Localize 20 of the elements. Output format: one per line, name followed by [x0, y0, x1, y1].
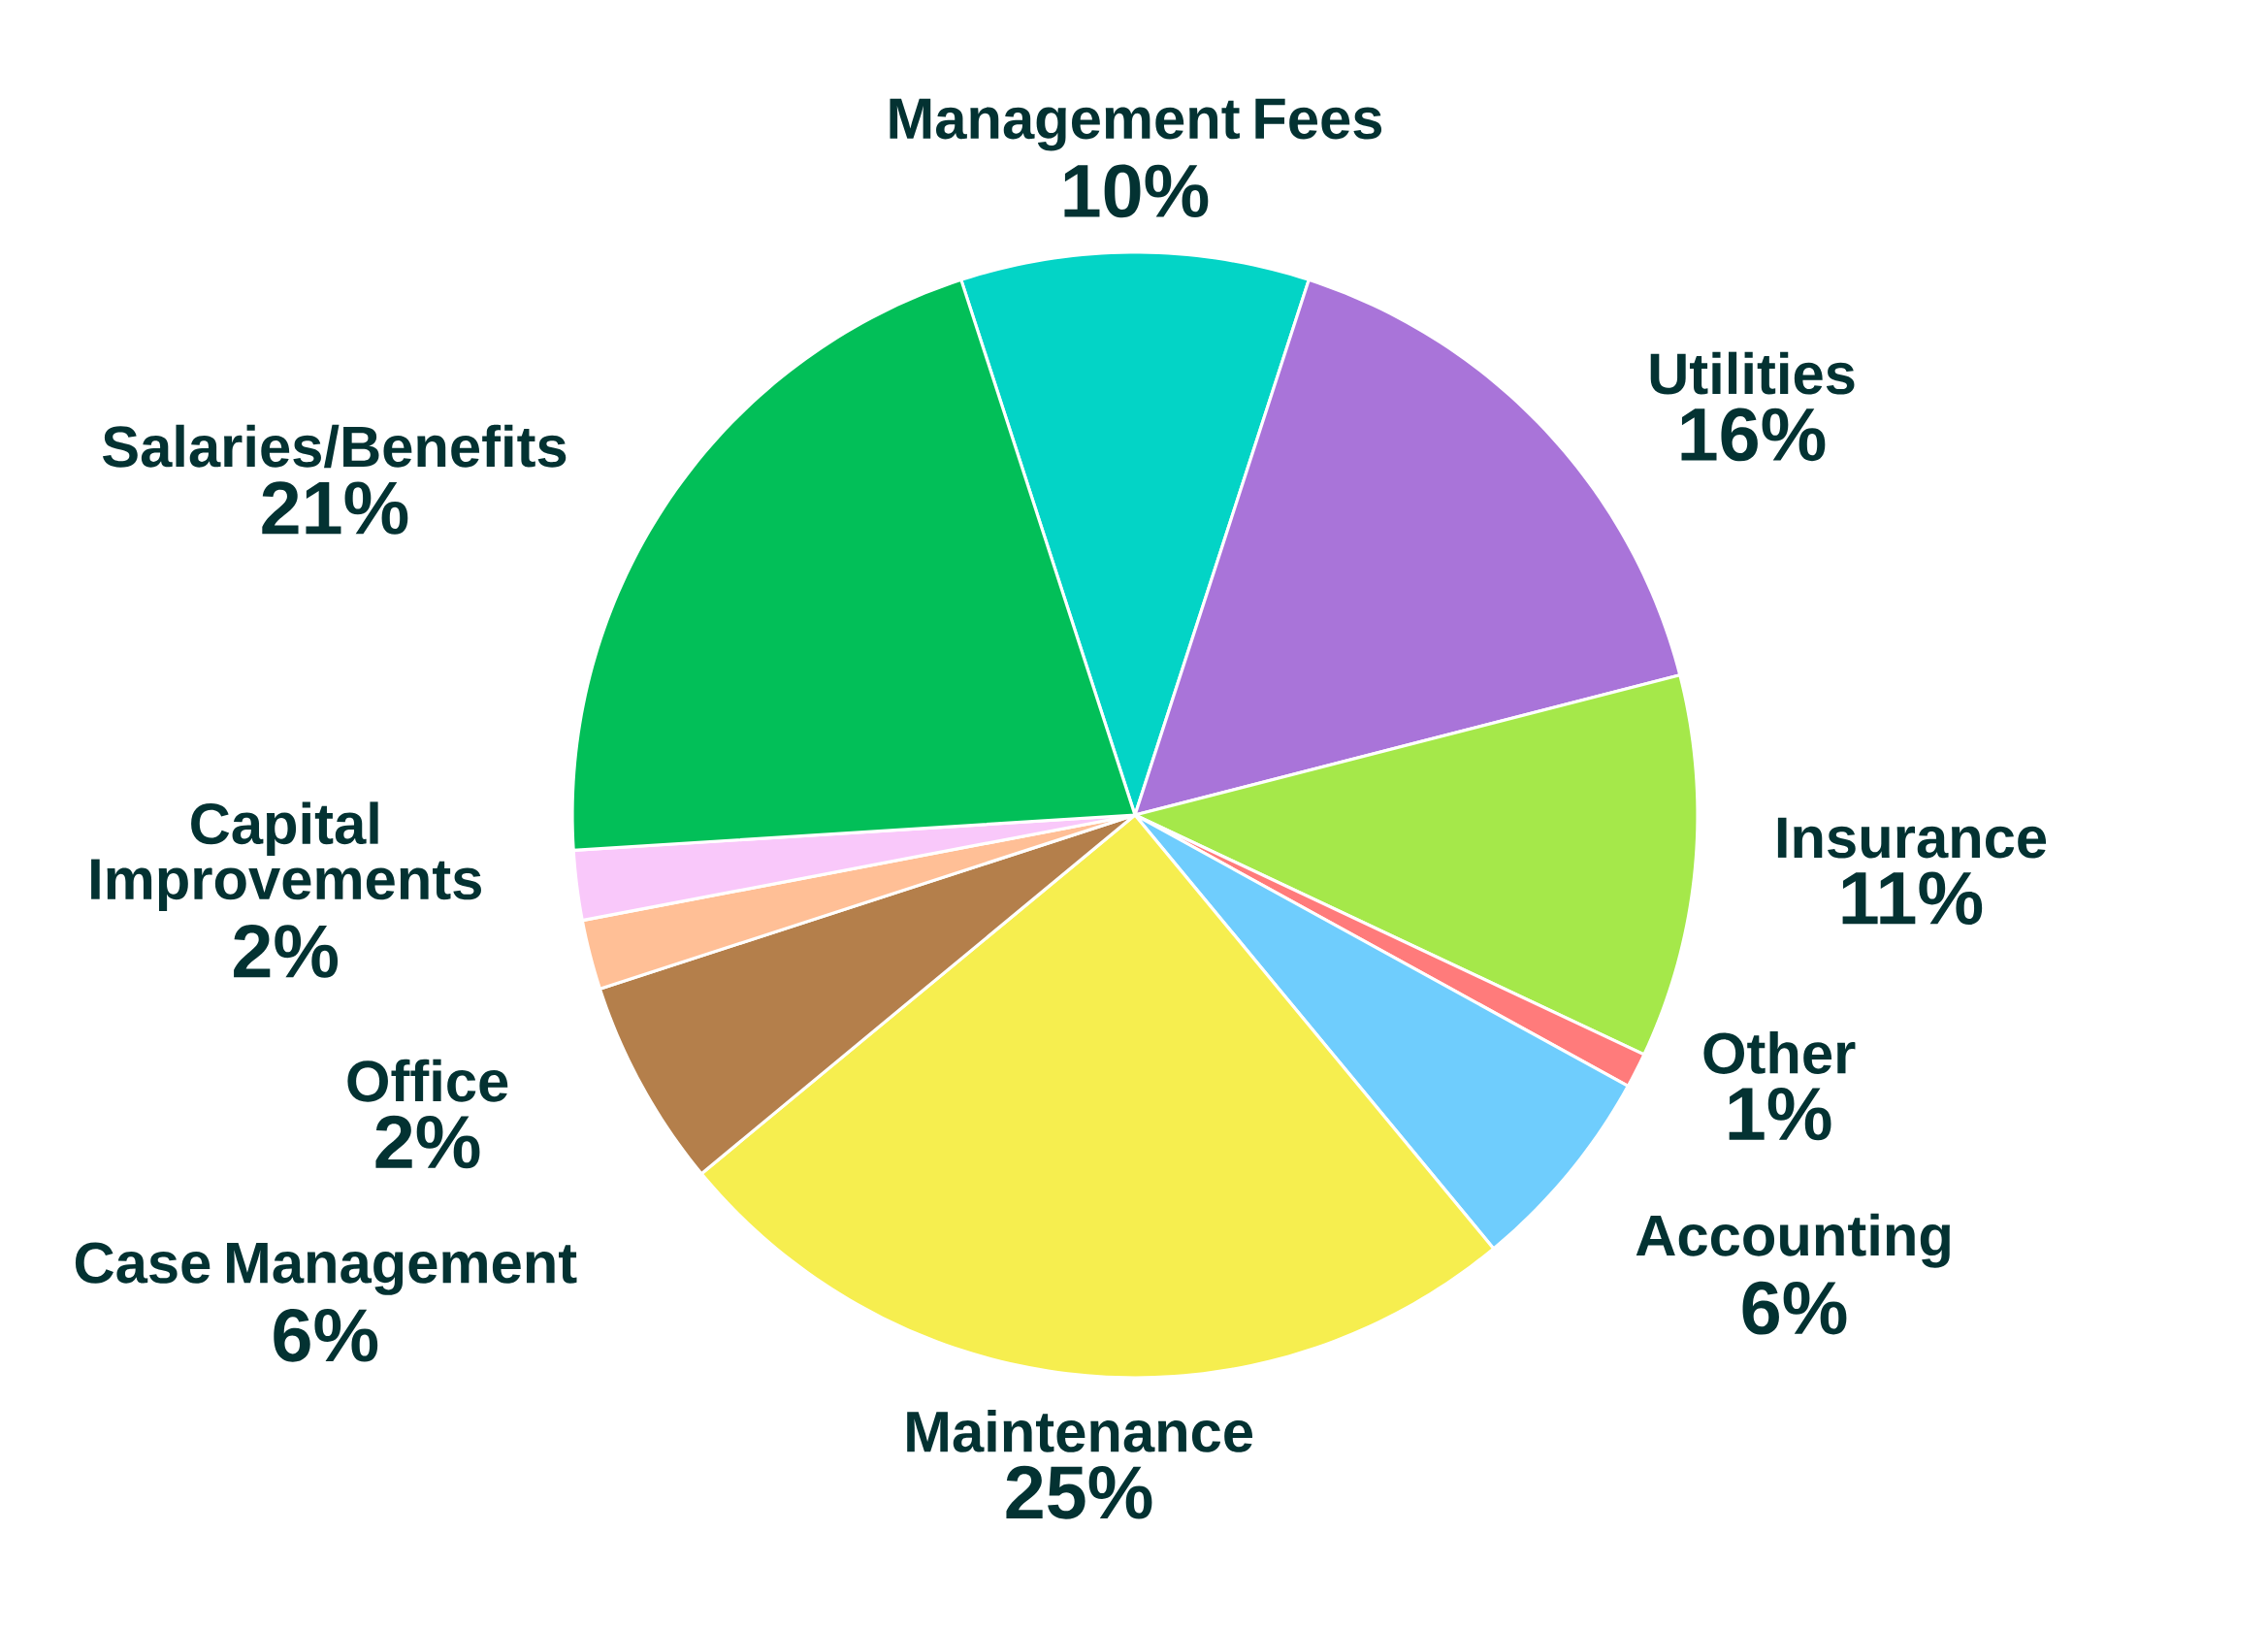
data-label: 1% — [1729, 1087, 1831, 1141]
data-label: 2% — [234, 925, 339, 978]
slice-label: Salaries/Benefits — [102, 424, 567, 469]
slice-label: Case Management — [75, 1242, 577, 1295]
slice-label: Utilities — [1650, 351, 1855, 395]
data-label: 11% — [1842, 871, 1983, 925]
data-label: 25% — [1006, 1465, 1152, 1519]
data-label: 21% — [262, 481, 408, 535]
slice-label: Management Fees — [890, 98, 1382, 151]
slice-label: Capital Improvements — [91, 801, 481, 912]
data-label: 2% — [375, 1115, 480, 1169]
data-label: 10% — [1064, 164, 1209, 218]
slice-label: Maintenance — [907, 1409, 1253, 1452]
slice-label: Office — [347, 1059, 508, 1102]
slice-label: Accounting — [1636, 1213, 1950, 1268]
data-label: 6% — [1742, 1281, 1847, 1335]
data-label: 6% — [274, 1308, 378, 1362]
data-label: 16% — [1681, 408, 1826, 462]
slice-label: Insurance — [1777, 817, 2047, 859]
slice-label: Other — [1703, 1031, 1856, 1074]
